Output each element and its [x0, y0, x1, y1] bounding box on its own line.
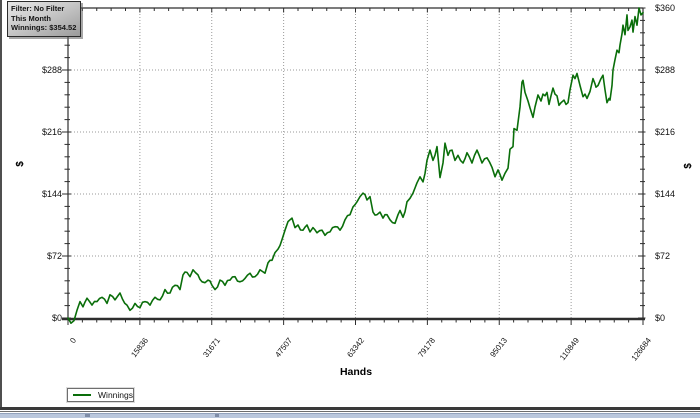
x-axis-title: Hands: [339, 366, 373, 378]
y-tick-label-right: $0: [655, 313, 666, 323]
filter-info-box: Filter: No Filter This Month Winnings: $…: [7, 1, 82, 37]
filter-line: Filter: No Filter: [11, 4, 65, 13]
y-tick-label-right: $288: [655, 65, 676, 75]
lower-panel-mark: [85, 414, 90, 417]
y-tick-label-left: $216: [41, 127, 62, 137]
panel-divider: [0, 411, 700, 412]
y-tick-label-right: $216: [655, 127, 676, 137]
y-tick-label-right: $144: [655, 189, 676, 199]
winnings-line: Winnings: $354.52: [11, 23, 77, 32]
y-tick-label-left: $72: [46, 251, 62, 261]
window-left-border: [0, 0, 2, 409]
window-bottom-border: [0, 407, 700, 410]
legend-label: Winnings: [98, 390, 133, 400]
legend-box: Winnings: [66, 387, 135, 403]
y-axis-title-right: $: [683, 163, 694, 169]
period-line: This Month: [11, 13, 51, 23]
y-tick-label-left: $0: [51, 313, 62, 323]
lower-panel-mark: [215, 414, 219, 417]
legend-line-swatch: [73, 394, 92, 396]
y-tick-label-right: $360: [655, 3, 676, 13]
y-tick-label-left: $144: [41, 189, 62, 199]
y-tick-label-left: $288: [41, 65, 62, 75]
y-axis-title-left: $: [15, 161, 26, 167]
lower-panel-edge: [0, 413, 700, 418]
y-tick-label-right: $72: [655, 251, 671, 261]
